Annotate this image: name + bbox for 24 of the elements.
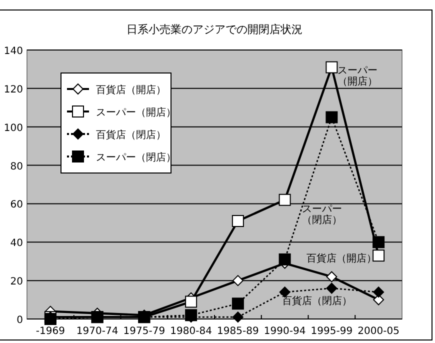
annotation: スーパー（開店） [338,65,378,88]
x-tick-label: -1969 [36,326,65,337]
legend-label: スーパー（閉店） [96,152,176,164]
annotation: 百貨店（開店） [306,252,377,265]
y-tick-label: 40 [10,238,23,250]
x-tick-label: 1980-84 [170,326,212,337]
legend-label: 百貨店（閉店） [96,129,166,141]
x-tick-label: 1985-89 [217,326,259,337]
y-tick-label: 60 [10,200,23,211]
x-tick-label: 1990-94 [264,326,306,337]
y-tick-label: 0 [16,315,23,326]
legend-label: 百貨店（開店） [96,84,166,96]
x-tick-label: 1995-99 [310,326,353,337]
x-tick-label: 2000-05 [358,326,400,337]
y-tick-label: 80 [10,161,23,172]
y-tick-label: 100 [4,122,23,134]
chart-title: 日系小売業のアジアでの開閉店状況 [126,23,302,36]
y-tick-label: 20 [10,276,23,288]
y-tick-label: 120 [4,84,23,96]
x-tick-label: 1975-79 [123,326,166,337]
y-tick-label: 140 [4,46,23,57]
annotation: スーパー（閉店） [302,204,342,226]
x-tick-label: 1970-74 [76,326,118,337]
legend-label: スーパー（開店） [96,106,176,118]
